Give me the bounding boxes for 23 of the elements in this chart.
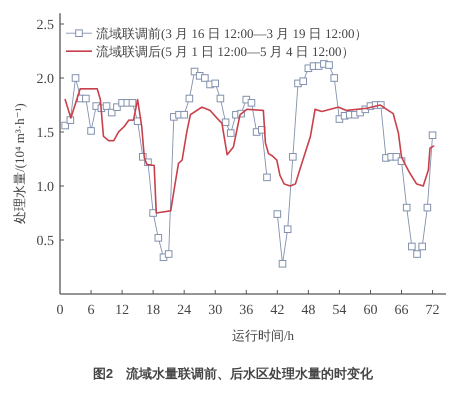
x-tick-label: 12 bbox=[115, 303, 130, 318]
y-tick-label: 1.0 bbox=[36, 180, 54, 195]
x-tick-label: 30 bbox=[208, 303, 222, 318]
x-tick-label: 48 bbox=[301, 303, 316, 318]
y-tick-label: 2.0 bbox=[36, 72, 54, 87]
y-axis-title: 处理水量/(10⁴ m³·h⁻¹) bbox=[12, 103, 27, 224]
y-tick-label: 1.5 bbox=[36, 126, 54, 141]
x-tick-label: 42 bbox=[270, 303, 284, 318]
x-tick-label: 6 bbox=[88, 303, 95, 318]
x-tick-label: 72 bbox=[426, 303, 440, 318]
x-tick-label: 36 bbox=[239, 303, 254, 318]
x-tick-label: 54 bbox=[332, 303, 346, 318]
x-axis-title: 运行时间/h bbox=[232, 328, 295, 343]
x-tick-label: 66 bbox=[394, 303, 408, 318]
caption: 图2 流域水量联调前、后水区处理水量的时变化 bbox=[92, 366, 374, 381]
legend-label: 流域联调前(3 月 16 日 12:00—3 月 19 日 12:00） bbox=[96, 26, 368, 42]
x-tick-label: 60 bbox=[363, 303, 378, 318]
x-tick-label: 18 bbox=[146, 303, 160, 318]
x-tick-label: 0 bbox=[56, 303, 64, 318]
y-tick-label: 0.5 bbox=[36, 234, 54, 249]
legend-label: 流域联调后(5 月 1 日 12:00—5 月 4 日 12:00） bbox=[96, 44, 355, 60]
y-tick-label: 2.5 bbox=[36, 18, 54, 33]
x-tick-label: 24 bbox=[177, 303, 192, 318]
